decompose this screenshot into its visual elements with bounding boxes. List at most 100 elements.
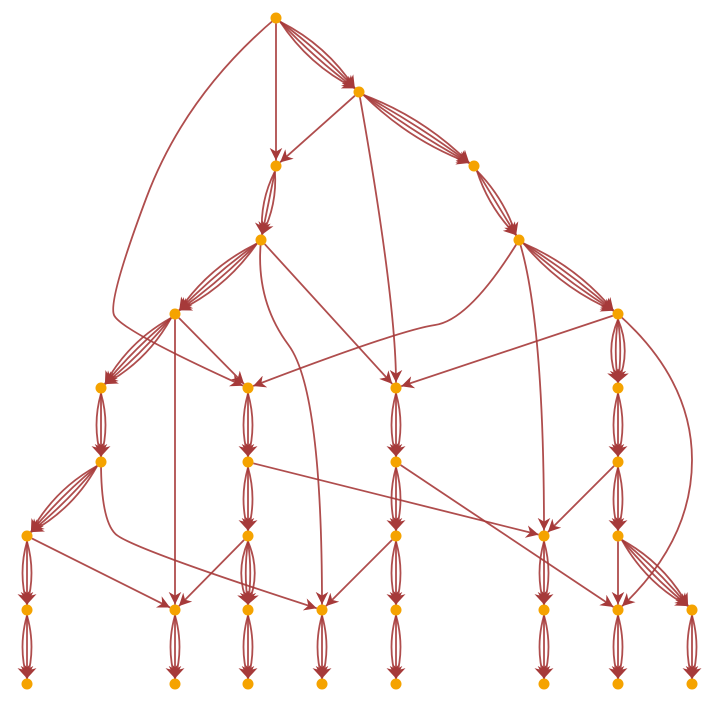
edge-R-W bbox=[178, 539, 245, 607]
node-T bbox=[538, 530, 550, 542]
edge-H-L bbox=[609, 319, 623, 383]
edge-W-L2 bbox=[165, 615, 178, 679]
edge-O-S bbox=[386, 467, 399, 531]
node-D bbox=[468, 160, 480, 172]
node-L1 bbox=[21, 678, 33, 690]
edge-E-G bbox=[178, 242, 258, 311]
edge-I-M bbox=[91, 393, 104, 457]
node-L4 bbox=[316, 678, 328, 690]
edge-M-Q bbox=[30, 465, 98, 533]
edge-P-T bbox=[547, 465, 615, 533]
edge-AB-L7 bbox=[608, 615, 621, 679]
edge-R-X bbox=[243, 541, 257, 605]
edge-E-K bbox=[264, 243, 393, 385]
edge-A-B bbox=[279, 21, 356, 90]
edge-D-F bbox=[476, 170, 517, 236]
node-R bbox=[242, 530, 254, 542]
edge-H-K bbox=[400, 314, 614, 389]
node-N bbox=[242, 456, 254, 468]
edge-G-I bbox=[104, 317, 172, 385]
node-S bbox=[390, 530, 402, 542]
edge-T-AA bbox=[534, 541, 547, 605]
node-Y bbox=[316, 604, 328, 616]
edge-A-B bbox=[279, 21, 356, 90]
edge-E-G bbox=[178, 242, 258, 312]
edges-layer bbox=[17, 17, 702, 679]
edge-P-U bbox=[608, 467, 621, 531]
node-Q bbox=[21, 530, 33, 542]
edge-F-T bbox=[518, 239, 551, 531]
edge-B-D bbox=[363, 94, 470, 164]
edge-V-L1 bbox=[17, 615, 30, 679]
node-G bbox=[169, 308, 181, 320]
node-AC bbox=[686, 604, 698, 616]
edge-G-J bbox=[178, 317, 245, 385]
node-AA bbox=[538, 604, 550, 616]
edge-S-Z bbox=[386, 541, 399, 605]
nodes-layer bbox=[21, 12, 698, 690]
node-L bbox=[612, 382, 624, 394]
edge-H-L bbox=[607, 319, 619, 383]
edge-E-Y bbox=[259, 239, 329, 605]
edge-G-I bbox=[104, 317, 172, 385]
edge-F-H bbox=[522, 242, 614, 312]
edge-R-X bbox=[239, 541, 253, 605]
node-P bbox=[612, 456, 624, 468]
edge-A-B bbox=[279, 20, 356, 89]
edge-B-D bbox=[363, 94, 470, 164]
edge-H-AB bbox=[617, 313, 693, 607]
node-L6 bbox=[538, 678, 550, 690]
edge-N-R bbox=[238, 467, 251, 531]
edge-H-L bbox=[613, 319, 627, 383]
edge-E-G bbox=[178, 242, 258, 312]
node-X bbox=[242, 604, 254, 616]
edge-K-O bbox=[386, 393, 399, 457]
edge-Q-W bbox=[31, 537, 171, 609]
edge-J-N bbox=[238, 393, 251, 457]
edge-M-Q bbox=[30, 465, 98, 533]
edge-Y-L4 bbox=[312, 615, 325, 679]
edge-M-Y bbox=[100, 461, 318, 611]
edge-A-J bbox=[112, 17, 277, 387]
node-Z bbox=[390, 604, 402, 616]
node-E bbox=[255, 234, 267, 246]
edge-R-X bbox=[237, 541, 249, 605]
node-V bbox=[21, 604, 33, 616]
node-C bbox=[270, 160, 282, 172]
node-AB bbox=[612, 604, 624, 616]
edge-B-D bbox=[363, 94, 471, 164]
edge-M-Q bbox=[30, 465, 98, 533]
node-L3 bbox=[242, 678, 254, 690]
edge-AC-L8 bbox=[682, 615, 695, 679]
edge-X-L3 bbox=[238, 615, 251, 679]
edge-C-E bbox=[254, 170, 276, 235]
node-O bbox=[390, 456, 402, 468]
edge-F-J bbox=[252, 239, 520, 388]
edge-F-H bbox=[522, 242, 615, 312]
edge-E-G bbox=[178, 243, 258, 312]
node-W bbox=[169, 604, 181, 616]
node-K bbox=[390, 382, 402, 394]
edge-Q-V bbox=[17, 541, 30, 605]
edge-M-Q bbox=[30, 465, 98, 533]
node-I bbox=[95, 382, 107, 394]
node-L2 bbox=[169, 678, 181, 690]
node-A bbox=[270, 12, 282, 24]
node-L5 bbox=[390, 678, 402, 690]
edge-D-F bbox=[476, 170, 517, 236]
node-L7 bbox=[612, 678, 624, 690]
node-L8 bbox=[686, 678, 698, 690]
edge-U-AC bbox=[621, 539, 689, 607]
edge-Z-L5 bbox=[386, 615, 399, 679]
edge-B-C bbox=[279, 94, 356, 164]
node-B bbox=[353, 86, 365, 98]
edge-G-I bbox=[104, 317, 172, 385]
edge-G-I bbox=[104, 317, 172, 385]
edge-B-D bbox=[362, 94, 470, 165]
edge-L-P bbox=[608, 393, 621, 457]
edge-S-Y bbox=[325, 539, 393, 607]
edge-O-AB bbox=[400, 464, 614, 608]
node-J bbox=[242, 382, 254, 394]
node-M bbox=[95, 456, 107, 468]
